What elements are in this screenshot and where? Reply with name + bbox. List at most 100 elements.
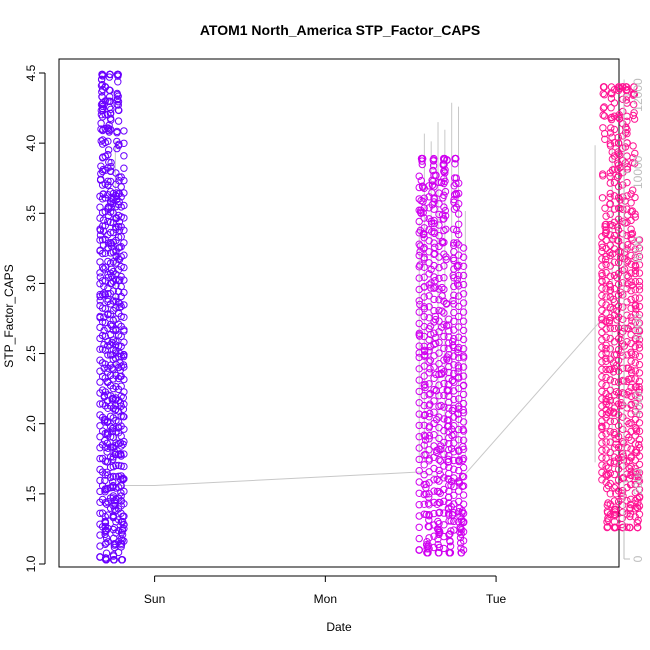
x-tick-label: Mon [314, 592, 337, 606]
data-point [606, 345, 614, 353]
data-point [430, 239, 438, 247]
data-point [619, 230, 627, 238]
data-point [602, 277, 610, 285]
data-point [606, 448, 614, 457]
data-point [101, 360, 110, 368]
data-point [600, 103, 608, 111]
data-point [598, 233, 606, 241]
data-point [109, 552, 118, 560]
data-point [445, 380, 453, 389]
data-point [606, 283, 614, 291]
data-point [602, 438, 610, 446]
data-point [106, 218, 115, 227]
data-point [420, 451, 428, 459]
data-point [598, 350, 606, 359]
data-point [415, 534, 423, 543]
data-point [602, 228, 610, 237]
data-point [120, 214, 128, 222]
data-point [450, 248, 458, 256]
y2-tick-label: 2000 [631, 468, 645, 495]
data-point [602, 226, 610, 234]
data-point [120, 512, 128, 520]
y-tick-label: 2.5 [24, 345, 38, 362]
data-point [114, 255, 123, 263]
data-point [619, 107, 627, 116]
data-point [610, 298, 619, 306]
data-point [109, 472, 118, 481]
data-point [635, 427, 644, 435]
data-point [634, 523, 642, 532]
data-point [455, 456, 463, 464]
data-point [440, 226, 448, 235]
data-point [435, 530, 443, 539]
data-point [601, 255, 610, 264]
data-point [627, 480, 635, 488]
data-point [614, 389, 623, 397]
data-point [614, 193, 623, 202]
y-tick-label: 2.0 [24, 415, 38, 432]
data-point [627, 366, 635, 374]
plot-frame [58, 58, 620, 568]
data-point [602, 293, 610, 301]
data-point [445, 315, 453, 323]
data-point [635, 261, 644, 269]
data-point [101, 111, 110, 119]
data-point [430, 261, 438, 270]
data-point [635, 294, 644, 302]
data-point [120, 400, 128, 408]
data-point [602, 422, 610, 430]
data-point [635, 286, 644, 294]
data-point [98, 263, 107, 271]
data-point [430, 476, 438, 484]
data-point [450, 448, 458, 456]
data-point [101, 530, 109, 539]
data-point [98, 277, 107, 285]
data-point [114, 78, 122, 86]
data-point [630, 90, 639, 99]
data-point [104, 511, 112, 519]
data-point [436, 457, 445, 465]
data-point [602, 285, 610, 293]
data-point [627, 454, 635, 462]
data-point [420, 224, 428, 232]
data-point [451, 160, 459, 168]
data-point [415, 387, 423, 396]
data-point [106, 70, 114, 79]
data-point [450, 265, 458, 273]
data-point [440, 497, 448, 505]
y-tick-label: 4.0 [24, 134, 38, 151]
data-point [429, 162, 438, 170]
data-point [450, 491, 458, 499]
data-point [453, 239, 461, 247]
data-point [107, 158, 115, 167]
data-point [610, 510, 619, 518]
data-point [120, 487, 128, 496]
data-point [623, 311, 631, 319]
data-point [455, 200, 463, 208]
data-point [430, 228, 438, 236]
data-point [114, 101, 123, 109]
data-point [415, 229, 423, 237]
data-point [459, 436, 468, 444]
data-point [627, 251, 635, 260]
data-point [420, 332, 428, 341]
data-point [425, 303, 433, 311]
data-point [459, 381, 468, 389]
data-point [455, 230, 463, 239]
data-point [455, 210, 463, 218]
data-point [425, 432, 434, 440]
data-point [450, 256, 458, 265]
data-point [627, 331, 635, 339]
data-point [459, 280, 468, 289]
data-point [635, 327, 644, 336]
data-point [610, 112, 619, 120]
data-point [602, 478, 610, 486]
data-point [425, 545, 433, 553]
data-point [120, 164, 128, 172]
data-point [102, 539, 110, 547]
y2-tick-label: 6000 [631, 313, 645, 340]
data-point [619, 376, 627, 385]
y-tick-label: 1.0 [24, 555, 38, 572]
data-point [455, 364, 463, 372]
data-point [619, 450, 627, 458]
